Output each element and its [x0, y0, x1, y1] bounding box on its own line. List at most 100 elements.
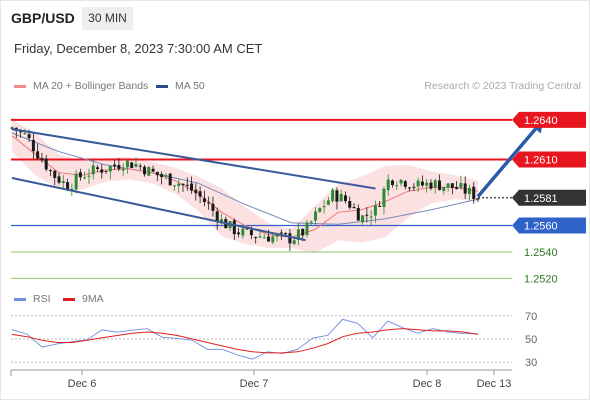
level-label-box-1 — [512, 151, 586, 168]
candle-body — [121, 168, 125, 171]
legend-rsi-label: RSI — [33, 293, 51, 305]
candle-body — [356, 208, 360, 221]
candle-body — [472, 186, 476, 200]
rsi-panel: 70 50 30 — [11, 311, 537, 369]
level-label-box-2 — [512, 217, 586, 234]
candle-body — [267, 236, 271, 242]
candle-body — [241, 228, 245, 236]
candle-body — [113, 164, 117, 167]
candle-body — [305, 222, 309, 235]
candle-body — [44, 158, 48, 170]
timeframe-badge[interactable]: 30 MIN — [82, 7, 133, 30]
level-label-4: 1.2520 — [524, 273, 558, 285]
rsi-tick-50: 50 — [525, 334, 537, 346]
candle-body — [258, 236, 262, 238]
candle-body — [284, 233, 288, 235]
candle-body — [61, 181, 65, 184]
channel-upper-line — [11, 128, 376, 190]
candle-body — [403, 181, 407, 187]
candle-body — [215, 211, 219, 222]
channel-layer — [11, 119, 544, 242]
candle-body — [378, 205, 382, 207]
rsi-tick-70: 70 — [525, 311, 537, 323]
legend-ma50: MA 50 — [156, 80, 205, 92]
candle-body — [433, 180, 437, 188]
candle-body — [96, 167, 100, 170]
candle-body — [194, 189, 198, 194]
candle-body — [237, 232, 241, 235]
legend-ma-bollinger-label: MA 20 + Bollinger Bands — [33, 80, 149, 92]
candle-body — [104, 170, 108, 172]
level-label-box-0 — [512, 111, 586, 128]
candle-body — [309, 221, 313, 223]
candle-body — [134, 163, 138, 167]
channel-lower-line — [11, 177, 306, 242]
candle-body — [326, 200, 330, 205]
candle-body — [275, 234, 279, 237]
ma20-line — [11, 135, 479, 238]
candle-body — [373, 205, 377, 216]
candle-body — [147, 167, 151, 176]
candle-body — [31, 139, 35, 152]
level-label-0: 1.2640 — [524, 115, 558, 127]
candle-body — [211, 203, 215, 211]
candle-body — [416, 180, 420, 187]
candle-body — [190, 183, 194, 191]
candle-body — [369, 216, 373, 218]
candle-body — [476, 198, 480, 200]
candles-layer — [10, 126, 480, 252]
candle-body — [23, 132, 27, 134]
candle-body — [343, 195, 347, 202]
copyright-label: Research © 2023 Trading Central — [424, 80, 581, 92]
candle-body — [386, 179, 390, 191]
candle-body — [177, 183, 181, 186]
candle-body — [459, 183, 463, 188]
candle-body — [288, 233, 292, 244]
candle-body — [382, 188, 386, 208]
candle-body — [57, 176, 61, 183]
candle-body — [322, 206, 326, 208]
candle-body — [455, 187, 459, 189]
current-price-label: 1.2581 — [524, 193, 558, 205]
candle-body — [412, 186, 416, 188]
candle-body — [10, 127, 14, 129]
candle-body — [254, 237, 258, 239]
candle-body — [202, 198, 206, 203]
candle-body — [198, 191, 202, 197]
chart-header: GBP/USD 30 MIN — [0, 0, 590, 36]
x-tick-label-3: Dec 13 — [477, 378, 512, 390]
candle-body — [219, 219, 223, 224]
legend-ma50-label: MA 50 — [175, 80, 205, 92]
candle-body — [262, 237, 266, 239]
rsi-tick-30: 30 — [525, 357, 537, 369]
candle-body — [207, 202, 211, 204]
candle-body — [36, 151, 40, 159]
candle-body — [467, 187, 471, 194]
x-tick-label-2: Dec 8 — [413, 378, 442, 390]
candle-body — [352, 207, 356, 209]
candle-body — [463, 183, 467, 194]
candle-body — [168, 173, 172, 186]
candle-body — [232, 220, 236, 235]
candle-body — [40, 158, 44, 161]
x-axis[interactable]: Dec 6 Dec 7 Dec 8 Dec 13 — [10, 369, 512, 390]
candle-body — [138, 165, 142, 167]
rsi-swatch — [14, 297, 26, 301]
candle-body — [78, 172, 82, 178]
candle-body — [151, 168, 155, 172]
level-label-2: 1.2560 — [524, 221, 558, 233]
rsi-line — [11, 318, 479, 360]
candle-body — [66, 182, 70, 191]
candle-body — [442, 186, 446, 191]
candle-body — [181, 183, 185, 185]
candle-body — [420, 181, 424, 186]
level-labels-layer: 1.2640 1.2610 1.2560 1.2540 1.2520 1.2581 — [512, 111, 586, 285]
candle-body — [83, 177, 87, 179]
rsi-ma-swatch — [63, 297, 75, 301]
candle-body — [335, 190, 339, 202]
candle-body — [185, 184, 189, 186]
candle-body — [314, 211, 318, 221]
legend-rsi: RSI — [14, 293, 51, 305]
datetime-label: Friday, December 8, 2023 7:30:00 AM CET — [14, 41, 263, 56]
